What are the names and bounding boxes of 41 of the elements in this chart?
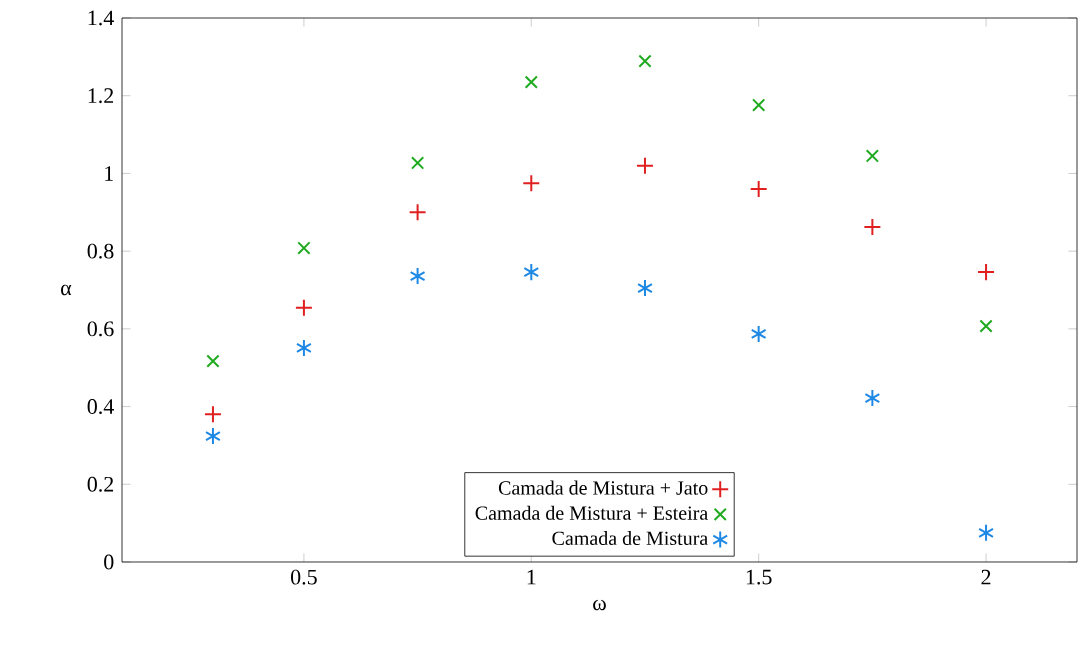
y-tick-label: 0: [104, 554, 114, 570]
y-tick-label: 1.2: [88, 88, 114, 104]
y-tick-label: 0.6: [87, 321, 114, 337]
y-tick-label: 0.2: [87, 476, 114, 492]
y-tick-label: 1: [105, 166, 113, 181]
legend-label: Camada de Mistura: [552, 530, 708, 546]
point: [865, 149, 880, 163]
x-tick-label: 1: [527, 569, 536, 585]
point: [294, 298, 313, 317]
point: [637, 279, 653, 298]
point: [408, 203, 427, 222]
x-tick-label: 2: [981, 569, 991, 585]
point: [297, 241, 311, 255]
y-tick-label: 1.4: [88, 10, 114, 26]
point: [206, 354, 220, 368]
point: [752, 98, 766, 112]
point: [409, 267, 426, 286]
point: [205, 427, 221, 446]
x-tick-label: 0.5: [291, 569, 317, 585]
x-axis-title: ω: [593, 599, 606, 611]
legend-label: Camada de Mistura + Jato: [498, 480, 708, 495]
point: [638, 54, 652, 68]
point: [979, 319, 993, 333]
point: [295, 338, 312, 357]
point: [978, 523, 994, 542]
point: [977, 263, 996, 282]
point: [524, 75, 538, 89]
y-tick-label: 0.4: [87, 399, 114, 415]
legend-label: Camada de Mistura + Esteira: [475, 505, 708, 520]
point: [863, 218, 882, 237]
x-tick-label: 1.5: [746, 569, 772, 585]
point: [864, 389, 881, 408]
point: [203, 405, 222, 424]
point: [523, 263, 540, 282]
point: [635, 156, 654, 175]
point: [522, 174, 541, 193]
point: [750, 324, 767, 343]
point: [410, 156, 425, 170]
y-tick-label: 0.8: [87, 243, 114, 259]
y-axis-title: α: [61, 284, 72, 296]
point: [749, 179, 768, 198]
